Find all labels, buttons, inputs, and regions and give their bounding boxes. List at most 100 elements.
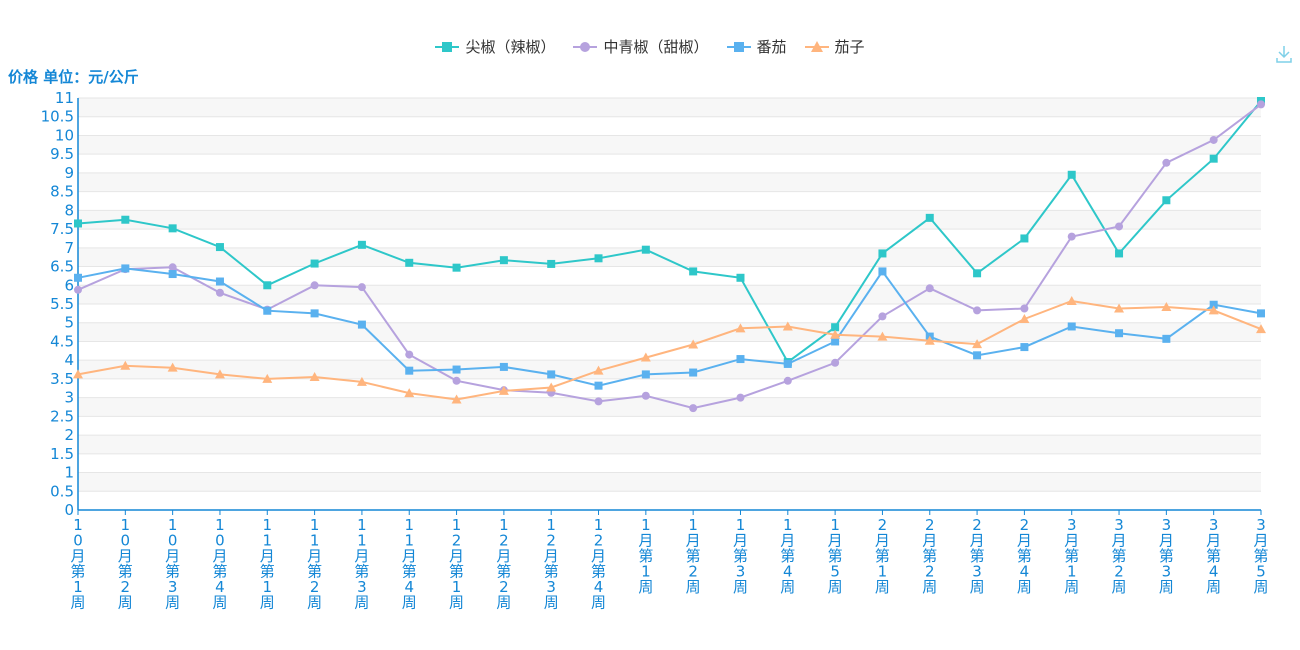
data-point[interactable] [262,373,273,383]
data-point[interactable] [830,329,841,339]
data-point[interactable] [878,249,887,258]
data-point[interactable] [736,273,745,282]
data-point[interactable] [1209,135,1218,144]
data-point[interactable] [498,385,509,395]
data-point[interactable] [1067,170,1076,179]
data-point[interactable] [1067,232,1076,241]
data-point[interactable] [405,366,414,375]
data-point[interactable] [404,388,415,398]
data-point[interactable] [689,267,698,276]
data-point[interactable] [74,219,82,228]
data-point[interactable] [641,245,650,254]
data-point[interactable] [1115,329,1124,338]
data-point[interactable] [1020,343,1029,352]
data-point[interactable] [451,394,462,404]
data-point[interactable] [1115,222,1124,231]
download-icon[interactable] [1274,44,1294,64]
data-point[interactable] [452,263,461,272]
data-point[interactable] [1161,301,1172,311]
data-point[interactable] [357,320,366,329]
data-point[interactable] [782,321,793,331]
data-point[interactable] [1209,154,1218,163]
data-point[interactable] [878,312,887,321]
data-point[interactable] [310,281,319,290]
data-point[interactable] [73,369,83,379]
data-point[interactable] [309,372,320,382]
data-point[interactable] [1115,249,1124,258]
data-point[interactable] [120,360,131,370]
data-point[interactable] [499,362,508,371]
data-point[interactable] [973,351,982,360]
data-point[interactable] [168,224,177,233]
data-point[interactable] [357,240,366,249]
data-point[interactable] [973,269,982,278]
legend-item[interactable]: 番茄 [726,36,787,57]
data-point[interactable] [499,256,508,265]
data-point[interactable] [168,263,177,272]
data-point[interactable] [688,339,699,349]
data-point[interactable] [641,391,650,400]
data-point[interactable] [547,259,556,268]
data-point[interactable] [735,323,746,333]
data-point[interactable] [310,259,319,268]
data-point[interactable] [783,376,792,385]
data-point[interactable] [74,273,82,282]
data-point[interactable] [1257,100,1265,109]
data-point[interactable] [121,215,130,224]
data-point[interactable] [547,370,556,379]
data-point[interactable] [925,213,934,222]
data-point[interactable] [1208,305,1219,315]
data-point[interactable] [452,365,461,374]
data-point[interactable] [973,306,982,315]
legend-item[interactable]: 茄子 [804,36,865,57]
data-point[interactable] [1020,304,1029,313]
data-point[interactable] [1256,324,1266,334]
data-point[interactable] [405,258,414,267]
data-point[interactable] [972,339,983,349]
data-point[interactable] [594,381,603,390]
data-point[interactable] [877,331,888,341]
data-point[interactable] [594,254,603,263]
data-point[interactable] [452,376,461,385]
data-point[interactable] [310,309,319,318]
data-point[interactable] [689,368,698,377]
data-point[interactable] [357,283,366,292]
data-point[interactable] [167,362,178,372]
data-point[interactable] [74,285,82,294]
data-point[interactable] [546,382,557,392]
data-point[interactable] [1067,322,1076,331]
data-point[interactable] [831,358,840,367]
legend-item[interactable]: 中青椒（甜椒） [573,36,709,57]
data-point[interactable] [1162,334,1171,343]
data-point[interactable] [215,277,224,286]
data-point[interactable] [689,404,698,413]
data-point[interactable] [925,284,934,293]
data-point[interactable] [640,352,651,362]
data-point[interactable] [405,350,414,359]
data-point[interactable] [1066,296,1077,306]
data-point[interactable] [831,323,840,332]
data-point[interactable] [1209,300,1218,309]
data-point[interactable] [924,335,935,345]
legend-item[interactable]: 尖椒（辣椒） [435,36,555,57]
data-point[interactable] [783,359,792,368]
data-point[interactable] [215,243,224,252]
data-point[interactable] [594,397,603,406]
data-point[interactable] [356,376,367,386]
data-point[interactable] [736,355,745,364]
data-point[interactable] [1162,196,1171,205]
data-point[interactable] [1162,158,1171,167]
data-point[interactable] [1019,313,1030,323]
data-point[interactable] [831,337,840,346]
data-point[interactable] [593,365,604,375]
data-point[interactable] [1020,234,1029,243]
data-point[interactable] [215,288,224,297]
data-point[interactable] [263,306,272,315]
data-point[interactable] [736,393,745,402]
data-point[interactable] [641,370,650,379]
data-point[interactable] [1114,303,1125,313]
data-point[interactable] [214,369,225,379]
data-point[interactable] [263,281,272,290]
data-point[interactable] [168,270,177,279]
data-point[interactable] [121,264,130,273]
